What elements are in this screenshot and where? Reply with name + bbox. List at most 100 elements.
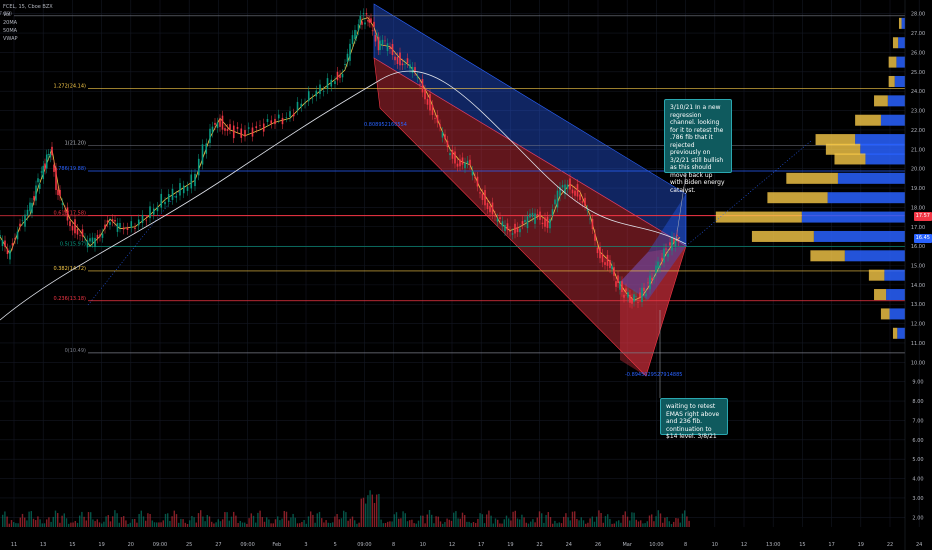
- volume-bar: [492, 523, 494, 527]
- volume-bar: [567, 517, 569, 527]
- legend-indicator-vwap[interactable]: VWAP: [3, 36, 18, 42]
- volume-bar: [475, 522, 477, 527]
- candle-body: [81, 229, 84, 237]
- volume-bar: [578, 520, 580, 527]
- y-tick-label: 27.00: [911, 31, 925, 37]
- candle-body: [581, 201, 584, 203]
- volume-bar: [184, 522, 186, 527]
- volume-profile-up: [888, 75, 895, 87]
- candle-body: [667, 253, 669, 257]
- volume-bar: [345, 512, 347, 527]
- volume-bar: [248, 518, 250, 527]
- volume-profile-up: [767, 192, 828, 204]
- volume-bar: [534, 522, 536, 527]
- candle-body: [571, 189, 574, 194]
- candle-body: [319, 84, 321, 94]
- candle-body: [531, 212, 534, 217]
- candle-body: [266, 119, 269, 122]
- candle-body: [24, 214, 26, 227]
- candle-body: [274, 118, 276, 125]
- volume-bar: [13, 522, 15, 527]
- volume-bar: [404, 513, 406, 527]
- candle-body: [633, 294, 635, 302]
- volume-bar: [395, 512, 398, 527]
- candle-body: [619, 281, 621, 290]
- volume-bar: [250, 513, 252, 527]
- candle-body: [55, 167, 57, 190]
- candle-body: [341, 73, 344, 78]
- candle-body: [661, 257, 663, 261]
- candle-body: [19, 223, 21, 227]
- volume-bar: [217, 519, 219, 527]
- volume-bar: [631, 512, 633, 527]
- volume-profile-down: [844, 250, 905, 262]
- legend-indicator-vol[interactable]: Vol: [3, 12, 11, 18]
- volume-bar: [202, 516, 204, 527]
- volume-bar: [46, 519, 48, 527]
- x-tick-label: 17: [828, 542, 834, 548]
- volume-bar: [26, 520, 28, 527]
- volume-bar: [219, 521, 222, 527]
- volume-bar: [101, 523, 103, 527]
- candle-body: [677, 241, 680, 242]
- volume-bar: [501, 523, 503, 527]
- candle-body: [621, 281, 623, 292]
- volume-bar: [246, 523, 248, 527]
- volume-profile-down: [887, 95, 905, 107]
- volume-bar: [642, 523, 644, 527]
- volume-bar: [252, 515, 255, 527]
- x-tick-label: 5: [334, 542, 337, 548]
- volume-bar: [244, 522, 246, 527]
- candle-body: [368, 20, 371, 23]
- legend-indicator-20ma[interactable]: 20MA: [3, 20, 18, 26]
- volume-bar: [543, 522, 545, 527]
- volume-bar: [340, 518, 343, 527]
- candle-body: [604, 262, 606, 265]
- candle-body: [300, 103, 303, 107]
- candle-body: [16, 231, 19, 240]
- candle-body: [637, 302, 639, 304]
- legend-indicator-50ma[interactable]: 50MA: [3, 28, 18, 34]
- volume-bar: [127, 523, 129, 527]
- volume-profile-down: [855, 134, 905, 146]
- trend-dotted-right: [685, 139, 813, 247]
- volume-bar: [193, 517, 195, 527]
- candle-body: [175, 195, 178, 198]
- volume-bar: [19, 517, 21, 527]
- volume-bar: [589, 518, 591, 527]
- volume-bar: [587, 522, 589, 527]
- candle-body: [476, 176, 479, 187]
- volume-bar: [367, 495, 369, 527]
- note-regression-channel[interactable]: 3/10/21 In a new regression channel. loo…: [664, 99, 732, 194]
- volume-bar: [574, 511, 576, 527]
- volume-bar: [142, 516, 145, 527]
- legend-symbol[interactable]: FCEL, 15, Cboe BZX: [3, 4, 53, 10]
- x-tick-label: 15: [69, 542, 75, 548]
- volume-bar: [591, 516, 593, 527]
- chart-legend: FCEL, 15, Cboe BZX Vol 20MA 50MA VWAP: [3, 3, 53, 43]
- x-tick-label: 10: [712, 542, 718, 548]
- candle-body: [659, 266, 661, 269]
- candle-body: [224, 128, 226, 131]
- candle-body: [109, 222, 111, 225]
- volume-bar: [459, 518, 461, 527]
- candle-body: [399, 52, 401, 66]
- volume-bar: [389, 521, 391, 527]
- volume-bar: [545, 515, 547, 527]
- volume-bar: [362, 497, 365, 527]
- candle-body: [296, 101, 299, 111]
- trend-dotted-left: [87, 189, 181, 306]
- volume-bar: [635, 519, 637, 527]
- candle-body: [186, 186, 189, 191]
- volume-bar: [356, 523, 358, 527]
- candle-body: [519, 228, 521, 233]
- candle-body: [444, 134, 446, 139]
- volume-bar: [79, 515, 81, 527]
- volume-bar: [312, 514, 314, 527]
- volume-bar: [398, 518, 400, 527]
- note-retest-emas[interactable]: waiting to retest EMAS right above and 2…: [660, 398, 728, 440]
- volume-bar: [125, 520, 127, 527]
- volume-bar: [318, 511, 321, 527]
- volume-bar: [208, 516, 211, 527]
